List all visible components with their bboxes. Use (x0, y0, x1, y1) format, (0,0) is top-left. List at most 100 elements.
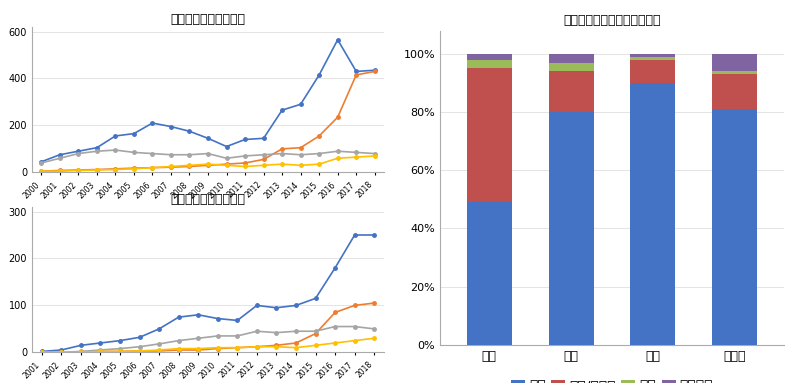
加拿大 (110, 167, 120, 172)
中国 (129, 166, 138, 170)
中国 (194, 348, 203, 352)
中国 (222, 162, 231, 167)
Bar (466, 69, 512, 202)
日本 (37, 350, 46, 355)
中国 (291, 340, 301, 345)
日本 (134, 344, 144, 349)
美国 (233, 318, 242, 323)
加拿大 (310, 343, 320, 348)
中国 (185, 164, 194, 169)
Line: 加拿大: 加拿大 (40, 337, 376, 354)
日本 (330, 324, 340, 329)
加拿大 (194, 346, 203, 351)
中国 (330, 310, 340, 315)
美国 (96, 340, 106, 345)
加拿大 (278, 162, 287, 167)
日本 (203, 151, 213, 156)
中国 (166, 165, 176, 170)
美国 (148, 121, 158, 125)
美国 (272, 306, 282, 310)
日本 (213, 334, 222, 338)
Line: 日本: 日本 (39, 148, 377, 165)
中国 (370, 69, 379, 74)
美国 (203, 136, 213, 141)
中国 (55, 168, 65, 173)
美国 (57, 348, 66, 352)
日本 (55, 156, 65, 160)
加拿大 (92, 168, 102, 172)
中国 (233, 345, 242, 350)
日本 (166, 152, 176, 157)
Title: 量子计算专利授权态势: 量子计算专利授权态势 (170, 193, 246, 206)
加拿大 (252, 344, 262, 349)
美国 (240, 137, 250, 142)
中国 (350, 303, 359, 308)
Bar (466, 54, 512, 60)
加拿大 (185, 163, 194, 168)
中国 (213, 346, 222, 351)
日本 (233, 334, 242, 338)
日本 (92, 149, 102, 154)
日本 (370, 327, 379, 331)
日本 (291, 329, 301, 334)
日本 (258, 152, 268, 157)
美国 (76, 343, 86, 348)
加拿大 (350, 338, 359, 343)
日本 (252, 329, 262, 334)
美国 (278, 108, 287, 113)
Bar (466, 202, 512, 345)
中国 (57, 350, 66, 355)
加拿大 (96, 349, 106, 354)
Bar (549, 71, 594, 112)
中国 (92, 167, 102, 172)
Title: 量子计算专利申请态势: 量子计算专利申请态势 (170, 13, 246, 26)
加拿大 (57, 350, 66, 355)
美国 (185, 129, 194, 134)
美国 (166, 124, 176, 129)
日本 (310, 329, 320, 334)
中国 (154, 349, 164, 353)
Line: 美国: 美国 (39, 38, 377, 164)
加拿大 (154, 348, 164, 352)
中国 (351, 73, 361, 77)
Bar (630, 57, 675, 60)
中国 (134, 349, 144, 353)
加拿大 (333, 156, 342, 160)
加拿大 (233, 345, 242, 350)
加拿大 (222, 163, 231, 168)
加拿大 (174, 346, 183, 351)
日本 (370, 151, 379, 156)
中国 (310, 331, 320, 336)
美国 (314, 73, 324, 77)
Legend: 美国, 中国, 日本, 加拿大: 美国, 中国, 日本, 加拿大 (94, 220, 322, 245)
美国 (213, 316, 222, 321)
Bar (712, 74, 758, 109)
加拿大 (291, 345, 301, 350)
加拿大 (258, 163, 268, 168)
Bar (466, 60, 512, 69)
中国 (110, 167, 120, 171)
Line: 日本: 日本 (40, 325, 376, 354)
美国 (194, 313, 203, 317)
中国 (333, 115, 342, 119)
加拿大 (129, 167, 138, 171)
Bar (630, 54, 675, 57)
中国 (370, 301, 379, 305)
中国 (296, 146, 306, 150)
Title: 量子计算专利申请人类型对别: 量子计算专利申请人类型对别 (563, 14, 661, 27)
Line: 中国: 中国 (39, 70, 377, 173)
加拿大 (166, 164, 176, 169)
中国 (115, 349, 125, 354)
日本 (129, 150, 138, 155)
美国 (129, 131, 138, 136)
美国 (115, 338, 125, 343)
美国 (37, 349, 46, 354)
加拿大 (76, 350, 86, 355)
日本 (333, 149, 342, 154)
美国 (370, 233, 379, 237)
加拿大 (213, 345, 222, 350)
中国 (37, 350, 46, 355)
加拿大 (134, 349, 144, 353)
美国 (37, 159, 46, 164)
日本 (351, 150, 361, 155)
